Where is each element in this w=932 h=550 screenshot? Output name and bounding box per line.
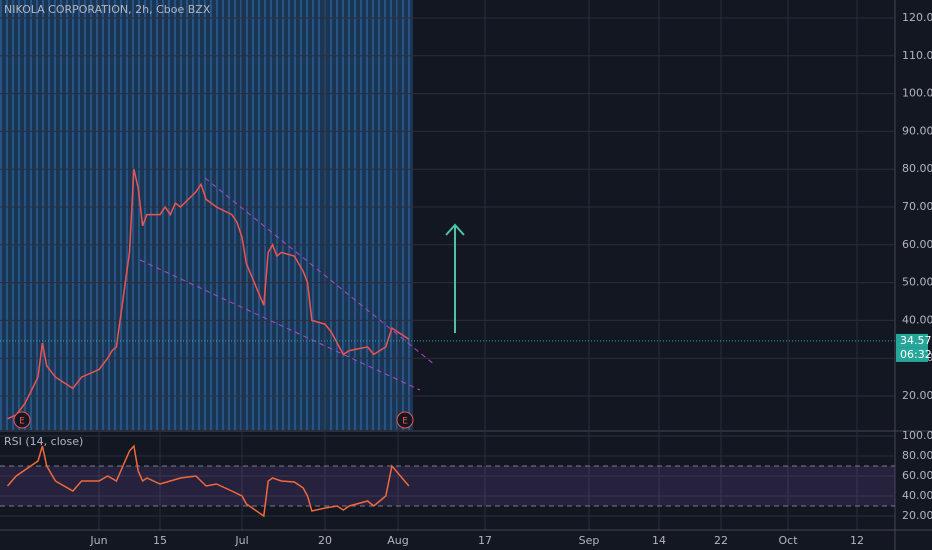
x-tick-label: Sep xyxy=(579,534,600,547)
x-tick-label: Jun xyxy=(89,534,107,547)
rsi-title: RSI (14, close) xyxy=(4,435,83,448)
y-tick-label: 110.00 xyxy=(902,49,932,62)
x-tick-label: Oct xyxy=(778,534,798,547)
earnings-label: E xyxy=(402,417,408,427)
y-tick-label: 60.00 xyxy=(902,469,932,482)
y-tick-label: 50.00 xyxy=(902,276,932,289)
x-tick-label: 22 xyxy=(714,534,728,547)
earnings-label: E xyxy=(19,417,25,427)
earnings-marker xyxy=(13,411,31,429)
price-line xyxy=(7,169,410,420)
session-highlight xyxy=(0,0,413,430)
grid xyxy=(0,0,895,530)
y-tick-label: 20.00 xyxy=(902,509,932,522)
x-tick-label: Jul xyxy=(234,534,248,547)
last-price-box xyxy=(896,333,928,348)
chart-title: NIKOLA CORPORATION, 2h, Cboe BZX xyxy=(4,3,211,16)
rsi-band xyxy=(0,466,895,506)
x-tick-label: 15 xyxy=(153,534,167,547)
x-tick-label: 12 xyxy=(850,534,864,547)
last-price-label: 34.57 xyxy=(900,334,932,347)
x-tick-label: 14 xyxy=(652,534,666,547)
y-tick-label: 20.00 xyxy=(902,389,932,402)
y-tick-label: 40.00 xyxy=(902,313,932,326)
x-tick-label: 20 xyxy=(318,534,332,547)
y-tick-label: 80.00 xyxy=(902,162,932,175)
trend-line-upper xyxy=(204,177,436,366)
y-tick-label: 70.00 xyxy=(902,200,932,213)
y-tick-label: 100.00 xyxy=(902,87,932,100)
y-tick-label: 60.00 xyxy=(902,238,932,251)
y-tick-label: 80.00 xyxy=(902,449,932,462)
y-tick-label: 40.00 xyxy=(902,489,932,502)
x-tick-label: Aug xyxy=(387,534,408,547)
trend-line-lower xyxy=(139,259,421,391)
x-tick-label: 17 xyxy=(478,534,492,547)
y-tick-label: 100.00 xyxy=(902,429,932,442)
y-tick-label: 90.00 xyxy=(902,124,932,137)
target-arrow xyxy=(445,223,465,333)
earnings-marker xyxy=(396,411,414,429)
y-tick-label: 120.00 xyxy=(902,11,932,24)
rsi-line xyxy=(6,444,410,518)
countdown-label: 06:32 xyxy=(900,348,932,361)
countdown-box xyxy=(896,347,928,362)
